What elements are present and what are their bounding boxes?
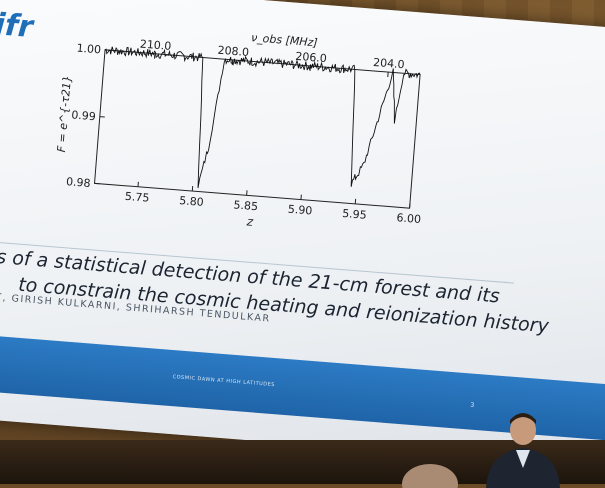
top-tick-label: 206.0: [295, 50, 327, 65]
x-tick-label: 5.85: [233, 198, 258, 213]
y-tick-label: 1.00: [76, 42, 101, 57]
x-axis-label: z: [245, 214, 254, 229]
top-tick-label: 208.0: [217, 44, 249, 59]
plot-frame: [95, 50, 421, 208]
top-axis-label: ν_obs [MHz]: [251, 31, 319, 49]
y-tick-label: 0.99: [71, 108, 96, 123]
x-tick-label: 6.00: [396, 211, 421, 226]
footer-text: COSMIC DAWN AT HIGH LATITUDES: [172, 374, 275, 388]
top-tick-label: 204.0: [373, 56, 405, 71]
y-tick-label: 0.98: [66, 175, 91, 190]
x-tick-label: 5.75: [124, 190, 149, 205]
x-tick-label: 5.80: [179, 194, 204, 209]
spectrum-line: [95, 46, 421, 205]
x-tick-label: 5.95: [342, 207, 367, 222]
slide-page-number: 3: [470, 402, 474, 409]
speaker-figure: [478, 408, 568, 488]
x-tick-label: 5.90: [287, 203, 312, 218]
